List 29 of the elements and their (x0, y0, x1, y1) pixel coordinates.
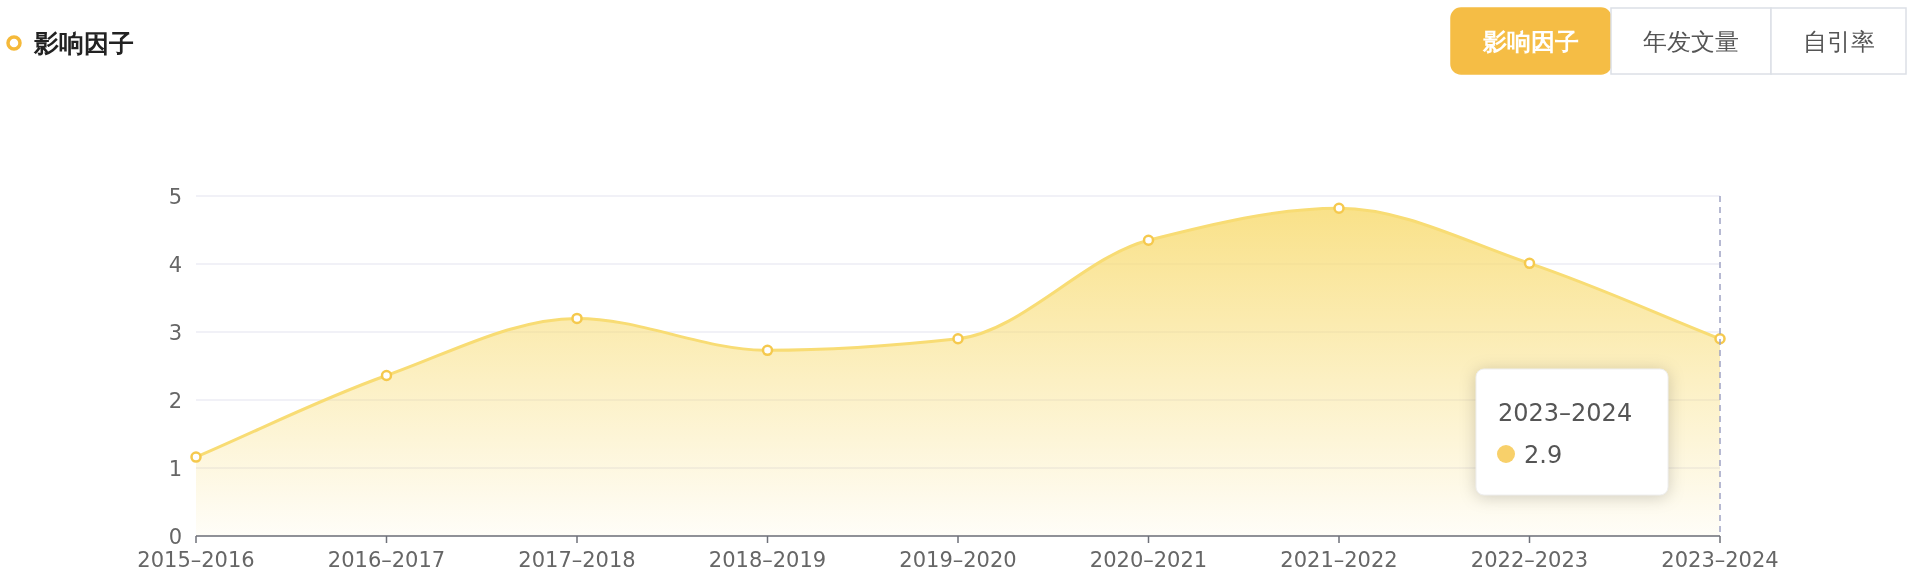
text: 自引率 (1802, 28, 1875, 56)
point (952, 333, 964, 345)
y-tick-label: 1 (168, 457, 182, 481)
x-tick-label: 2023–2024 (1661, 548, 1779, 572)
y-tick-label: 3 (168, 321, 182, 345)
text: 年发文量 (1643, 28, 1739, 56)
x-tick-label: 2020–2021 (1089, 548, 1208, 572)
y-tick-label: 5 (168, 185, 182, 209)
chart-title: 影响因子 (33, 29, 134, 58)
x-tick-label: 2022–2023 (1470, 548, 1589, 572)
y-tick-label: 4 (168, 253, 182, 277)
x-tick-label: 2019–2020 (899, 548, 1017, 572)
x-tick-label: 2016–2017 (327, 548, 446, 572)
point (1523, 257, 1536, 270)
y-tick-label: 2 (168, 389, 182, 413)
point (380, 369, 393, 382)
x-tick-label: 2017–2018 (518, 548, 636, 572)
x-tick-label: 2015–2016 (137, 548, 255, 572)
point (1142, 234, 1155, 246)
point (761, 344, 774, 357)
annotation: 2.9 (1524, 441, 1563, 469)
x-tick-label: 2018–2019 (708, 548, 827, 572)
point (571, 312, 583, 325)
text: 影响因子 (1482, 28, 1579, 56)
annotation: 2023–2024 (1498, 399, 1633, 427)
y-tick-label: 0 (168, 525, 182, 549)
x-tick-label: 2021–2022 (1280, 548, 1398, 572)
point (1333, 202, 1345, 214)
point (190, 451, 202, 463)
